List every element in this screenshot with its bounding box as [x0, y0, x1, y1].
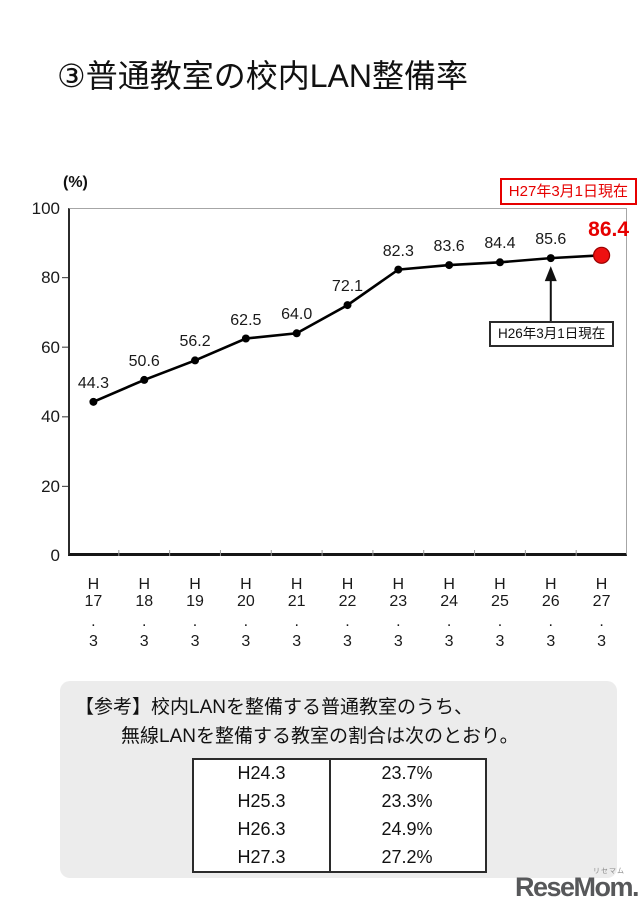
reference-note-line2: 無線LANを整備する教室の割合は次のとおり。	[121, 726, 519, 747]
table-cell-value: 24.9%	[381, 818, 433, 839]
table-cell-period: H26.3	[237, 818, 286, 839]
x-tick-label: H 20. 3	[236, 576, 255, 650]
x-tick-label: H 23. 3	[389, 576, 408, 650]
data-point-label: 86.4	[588, 218, 630, 242]
table-row: H25.3 23.3%	[194, 788, 485, 816]
resemom-logo-text: ReseMom.	[514, 872, 640, 902]
table-row: H24.3 23.7%	[194, 760, 485, 788]
reference-note-line1: 【参考】校内LANを整備する普通教室のうち、	[75, 697, 473, 718]
x-tick-label: H 21. 3	[287, 576, 306, 650]
data-point-label: 62.5	[230, 311, 262, 329]
data-point-label: 83.6	[433, 238, 465, 256]
x-tick-label: H 19. 3	[186, 576, 204, 650]
y-tick-label: 100	[31, 199, 60, 218]
x-tick-label: H 24. 3	[440, 576, 459, 650]
x-tick-label: H 18. 3	[135, 576, 154, 650]
data-point-label: 56.2	[179, 333, 211, 351]
data-point-label: 82.3	[382, 242, 414, 260]
x-tick-label: H 27. 3	[592, 576, 611, 650]
table-cell-period: H27.3	[237, 846, 286, 867]
table-cell-value: 23.3%	[381, 791, 433, 812]
plot-area	[68, 208, 627, 556]
data-point-label: 84.4	[484, 235, 516, 253]
table-row: H26.3 24.9%	[194, 816, 485, 844]
table-row: H27.3 27.2%	[194, 843, 485, 871]
x-tick-label: H 25. 3	[491, 576, 509, 650]
table-cell-period: H24.3	[237, 763, 286, 784]
y-tick-label: 80	[41, 268, 60, 287]
table-column-divider	[329, 760, 331, 871]
x-tick-label: H 26. 3	[541, 576, 560, 650]
y-axis-unit-label: (%)	[63, 174, 88, 191]
previous-date-callout: H26年3月1日現在	[489, 321, 615, 347]
y-tick-label: 40	[41, 407, 60, 426]
data-point-label: 85.6	[535, 231, 567, 249]
y-tick-label: 20	[41, 477, 60, 496]
table-cell-value: 27.2%	[381, 846, 433, 867]
current-date-badge: H27年3月1日現在	[499, 178, 637, 205]
resemom-logo-ruby: リセマム	[593, 868, 625, 875]
x-tick-label: H 17. 3	[84, 576, 103, 650]
y-tick-label: 0	[50, 546, 60, 565]
resemom-logo: リセマム ReseMom.	[514, 866, 640, 904]
table-cell-value: 23.7%	[381, 763, 433, 784]
page-title: ③普通教室の校内LAN整備率	[57, 58, 468, 94]
data-point-label: 64.0	[281, 306, 313, 324]
data-point-label: 50.6	[128, 352, 160, 370]
chart-svg	[62, 246, 611, 556]
data-point-label: 72.1	[331, 278, 364, 296]
y-tick-label: 60	[41, 338, 60, 357]
wireless-lan-table: H24.3 23.7% H25.3 23.3% H26.3 24.9% H27.…	[192, 758, 487, 873]
table-cell-period: H25.3	[237, 791, 286, 812]
data-point-label: 44.3	[77, 374, 109, 392]
x-tick-label: H 22. 3	[338, 576, 357, 650]
